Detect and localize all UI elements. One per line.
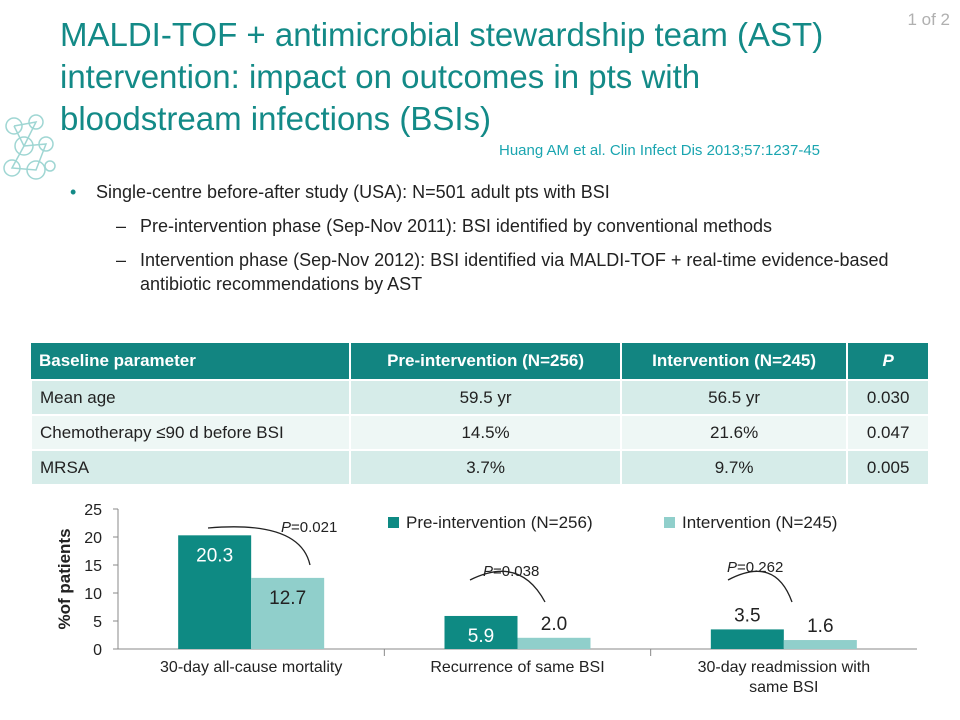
p-value-label: P=0.021 (281, 519, 337, 536)
x-tick-label: same BSI (749, 679, 818, 696)
bullet-study-design: • Single-centre before-after study (USA)… (70, 180, 910, 204)
molecule-decoration-icon (3, 114, 56, 180)
data-label: 20.3 (196, 545, 233, 566)
data-label: 3.5 (734, 605, 760, 626)
bullet-text: Single-centre before-after study (USA): … (96, 182, 610, 202)
bar-pre (444, 615, 518, 649)
sub-bullet-text: Intervention phase (Sep-Nov 2012): BSI i… (140, 250, 889, 294)
y-tick-label: 10 (84, 586, 102, 603)
bullet-list: • Single-centre before-after study (USA)… (70, 180, 910, 306)
data-label: 12.7 (269, 588, 306, 609)
table-cell: Mean age (29, 379, 352, 416)
title-line-3: bloodstream infections (BSIs) (60, 100, 492, 137)
significance-bracket (207, 526, 311, 566)
y-tick-label: 5 (93, 614, 102, 631)
bar-intervention (517, 637, 591, 649)
table-header-pre: Pre-intervention (N=256) (350, 343, 622, 380)
table-cell: Chemotherapy ≤90 d before BSI (29, 414, 352, 451)
x-tick-label: 30-day readmission with (698, 659, 871, 676)
sub-bullet-text: Pre-intervention phase (Sep-Nov 2011): B… (140, 216, 773, 236)
title-line-2: intervention: impact on outcomes in pts … (60, 58, 701, 95)
sub-bullet-dash: – (116, 216, 127, 236)
table-row: MRSA 3.7% 9.7% 0.005 (29, 449, 930, 486)
x-tick-label: Recurrence of same BSI (430, 659, 604, 676)
data-label: 2.0 (541, 614, 567, 635)
table-cell: 3.7% (349, 449, 622, 486)
y-tick-label: 25 (84, 502, 102, 519)
table-row: Chemotherapy ≤90 d before BSI 14.5% 21.6… (29, 414, 930, 451)
x-tick-label: 30-day all-cause mortality (160, 659, 342, 676)
table-header-parameter: Baseline parameter (31, 343, 352, 380)
significance-bracket (469, 570, 546, 603)
table-row: Mean age 59.5 yr 56.5 yr 0.030 (29, 379, 930, 416)
sub-bullet-dash: – (116, 250, 127, 270)
legend-label: Intervention (N=245) (682, 513, 837, 532)
table-cell: 21.6% (619, 414, 849, 451)
bar-pre (710, 629, 784, 649)
y-tick-label: 0 (93, 642, 102, 659)
slide-number: 1 of 2 (907, 10, 950, 29)
y-tick-label: 20 (84, 530, 102, 547)
bar-intervention (783, 640, 857, 649)
y-axis-label: %of patients (55, 528, 74, 629)
legend-swatch (388, 517, 399, 528)
p-value-label: P=0.262 (727, 559, 783, 576)
legend-label: Pre-intervention (N=256) (406, 513, 593, 532)
slide-title: MALDI-TOF + antimicrobial stewardship te… (60, 14, 900, 140)
baseline-table: Baseline parameter Pre-intervention (N=2… (29, 343, 930, 486)
p-value-label: P=0.038 (483, 563, 539, 580)
table-cell: 0.030 (846, 379, 930, 416)
title-line-1: MALDI-TOF + antimicrobial stewardship te… (60, 16, 824, 53)
data-label: 1.6 (807, 616, 833, 637)
table-cell: 9.7% (619, 449, 849, 486)
table-cell: 59.5 yr (349, 379, 622, 416)
data-label: 5.9 (468, 626, 494, 647)
table-cell: 56.5 yr (619, 379, 849, 416)
citation: Huang AM et al. Clin Infect Dis 2013;57:… (499, 142, 821, 159)
table-header-intervention: Intervention (N=245) (620, 343, 849, 380)
sub-bullet-intervention: – Intervention phase (Sep-Nov 2012): BSI… (70, 248, 910, 296)
significance-bracket (727, 570, 793, 603)
sub-bullet-pre-intervention: – Pre-intervention phase (Sep-Nov 2011):… (70, 214, 910, 238)
table-header-p: P (847, 343, 930, 380)
table-cell: 14.5% (349, 414, 622, 451)
legend-swatch (664, 517, 675, 528)
y-tick-label: 15 (84, 558, 102, 575)
table-cell: MRSA (29, 449, 352, 486)
bar-intervention (251, 577, 325, 649)
table-header-row: Baseline parameter Pre-intervention (N=2… (31, 343, 930, 380)
outcomes-bar-chart: 0 5 10 15 20 25 %of patients 30-day all-cause m… (55, 502, 917, 696)
table-cell: 0.047 (846, 414, 930, 451)
bullet-dot: • (70, 182, 77, 202)
bar-pre (178, 535, 252, 649)
table-cell: 0.005 (846, 449, 930, 486)
